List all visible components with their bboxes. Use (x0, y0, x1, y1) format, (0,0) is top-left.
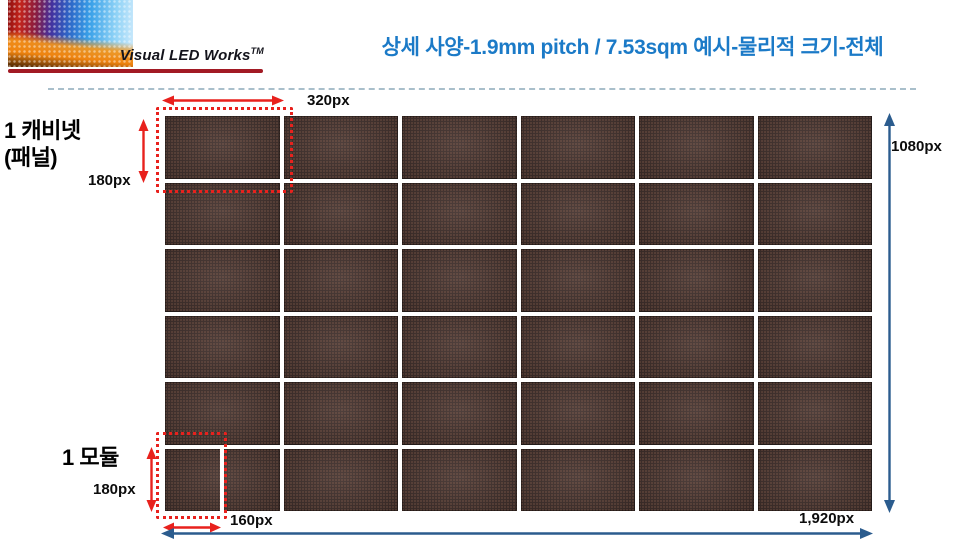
led-panel (520, 448, 635, 511)
cabinet-title-line2: (패널) (4, 145, 58, 170)
trademark-symbol: TM (250, 46, 264, 56)
led-panel (283, 448, 398, 511)
led-closeup-logo-image (8, 0, 133, 67)
led-panel (520, 315, 635, 378)
led-panel (165, 116, 280, 179)
cabinet-width-arrow (162, 95, 284, 106)
total-height-label: 1080px (891, 138, 942, 155)
led-panel (283, 182, 398, 245)
led-panel (283, 315, 398, 378)
led-panel (520, 249, 635, 312)
led-panel (402, 182, 517, 245)
led-panel (639, 315, 754, 378)
brand-name-text: Visual LED Works (119, 47, 251, 64)
led-panel (402, 249, 517, 312)
header-divider-dashed-line (48, 88, 916, 90)
brand-name: Visual LED WorksTM (118, 46, 264, 64)
led-panel (283, 116, 398, 179)
led-panel (757, 382, 872, 445)
led-panel (402, 116, 517, 179)
module-split-line (220, 448, 225, 511)
cabinet-highlight-box (156, 107, 293, 193)
cabinet-title: 1 캐비넷 (패널) (4, 117, 81, 171)
total-height-arrow (884, 113, 895, 513)
module-title: 1 모듈 (62, 445, 119, 470)
led-panel (757, 116, 872, 179)
led-panel (520, 382, 635, 445)
total-width-arrow (161, 528, 873, 539)
led-panel (757, 249, 872, 312)
panel-grid (165, 116, 872, 511)
led-panel (402, 315, 517, 378)
led-panel (283, 249, 398, 312)
cabinet-width-label: 320px (307, 92, 350, 109)
led-panel (639, 448, 754, 511)
cabinet-title-line1: 1 캐비넷 (4, 118, 81, 143)
module-highlight-box (156, 432, 227, 519)
brand-underline (8, 69, 263, 73)
led-panel (757, 315, 872, 378)
led-panel (165, 249, 280, 312)
led-panel (520, 182, 635, 245)
led-panel (283, 382, 398, 445)
led-panel (639, 116, 754, 179)
cabinet-height-label: 180px (88, 172, 131, 189)
led-panel (165, 315, 280, 378)
slide-title: 상세 사양-1.9mm pitch / 7.53sqm 예시-물리적 크기-전체 (381, 36, 884, 59)
module-height-label: 180px (93, 481, 136, 498)
led-panel (639, 382, 754, 445)
led-panel (402, 382, 517, 445)
total-width-label: 1,920px (799, 510, 855, 527)
module-width-label: 160px (230, 512, 273, 529)
led-panel (165, 448, 280, 511)
led-panel (639, 249, 754, 312)
module-height-arrow (146, 447, 157, 512)
led-panel (520, 116, 635, 179)
led-panel (757, 182, 872, 245)
led-panel (757, 448, 872, 511)
led-panel (402, 448, 517, 511)
led-panel (639, 182, 754, 245)
cabinet-height-arrow (138, 119, 149, 183)
